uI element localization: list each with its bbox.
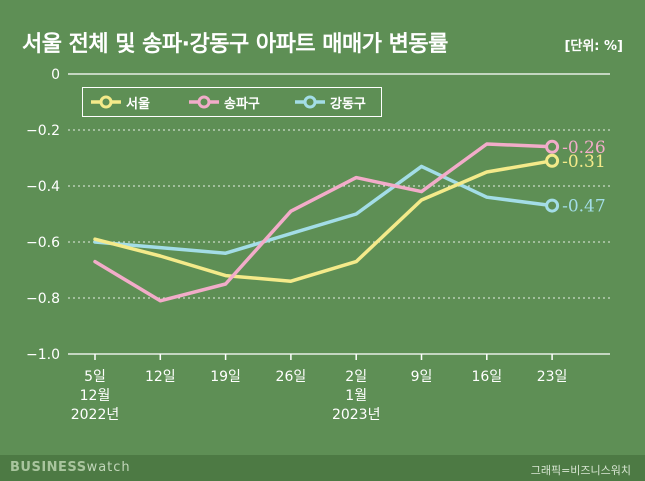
legend-label-seoul: 서울 [126,96,150,112]
series-line-0 [93,159,554,283]
series-line-1 [93,142,554,303]
legend-marker-songpa [189,95,219,109]
x-tick-label: 12월 [80,388,111,404]
y-tick-label: −0.6 [26,235,60,251]
x-tick-label: 2023년 [332,407,381,423]
y-tick-label: 0 [51,67,60,83]
x-tick-label: 1월 [345,388,367,404]
brand-logo: BUSINESSwatch [10,460,131,475]
legend: 서울 송파구 강동구 [82,87,382,117]
y-tick-label: −0.2 [26,123,60,139]
x-tick-label: 5일 [84,369,106,385]
x-tick-label: 23일 [537,369,568,385]
x-tick-label: 19일 [210,369,241,385]
legend-item-gangdong: 강동구 [295,93,366,112]
legend-label-songpa: 송파구 [224,96,260,112]
chart-title: 서울 전체 및 송파·강동구 아파트 매매가 변동률 [22,32,448,57]
y-tick-label: −0.8 [26,291,60,307]
line-chart: 0 −0.2 −0.4 −0.6 −0.8 −1.0 5일 12월 2022년 12일 19일 26일… [26,67,610,423]
x-tick-label: 16일 [471,369,502,385]
x-tick-label: 9일 [411,369,433,385]
y-tick-label: −0.4 [26,179,60,195]
legend-marker-seoul [91,95,121,109]
legend-item-songpa: 송파구 [189,93,260,112]
end-marker-1 [545,139,560,154]
x-tick-label: 12일 [145,369,176,385]
graphic-credit: 그래픽=비즈니스워치 [530,464,631,477]
end-label-1: -0.26 [562,138,606,158]
legend-label-gangdong: 강동구 [330,96,366,112]
end-marker-0 [545,153,560,168]
legend-item-seoul: 서울 [91,93,150,112]
end-label-2: -0.47 [562,197,606,217]
x-tick-label: 2022년 [71,407,120,423]
series-line-2 [93,164,554,255]
footer-bar: BUSINESSwatch 그래픽=비즈니스워치 [0,455,645,481]
unit-label: [단위: %] [564,39,623,54]
x-tick-label: 2일 [345,369,367,385]
end-marker-2 [545,198,560,213]
y-tick-label: −1.0 [26,347,60,363]
legend-marker-gangdong [295,95,325,109]
end-label-0: -0.31 [562,152,606,172]
x-tick-label: 26일 [276,369,307,385]
